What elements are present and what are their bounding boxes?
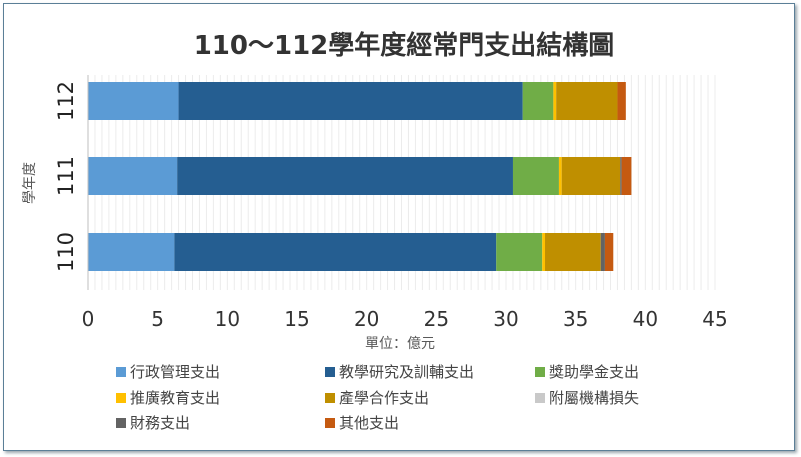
- bar-110-series-0: [88, 233, 175, 271]
- x-tick-label: 35: [563, 307, 588, 331]
- bar-111-series-3: [558, 157, 562, 195]
- bar-110-series-3: [542, 233, 546, 271]
- y-tick-label: 112: [54, 81, 78, 121]
- bar-112-series-0: [88, 82, 179, 120]
- bar-110-series-1: [174, 233, 497, 271]
- x-tick-label: 15: [284, 307, 309, 331]
- y-axis-title: 學年度: [22, 162, 38, 204]
- x-tick-label: 25: [424, 307, 449, 331]
- x-tick-labels: 0 5 10 15 20 25 30 35 40 45: [82, 307, 728, 331]
- bar-112-series-3: [553, 82, 557, 120]
- bar-111-series-6: [620, 157, 622, 195]
- bar-112-series-2: [522, 82, 554, 120]
- chart-frame: [3, 3, 795, 451]
- x-tick-label: 5: [151, 307, 164, 331]
- bar-111-series-4: [561, 157, 621, 195]
- y-tick-label: 110: [54, 232, 78, 272]
- bar-110-series-4: [545, 233, 601, 271]
- bars: [88, 82, 632, 271]
- bar-111-series-1: [177, 157, 513, 195]
- bar-111-series-2: [512, 157, 559, 195]
- x-tick-label: 40: [633, 307, 658, 331]
- y-tick-label: 111: [54, 156, 78, 196]
- chart-title: 110～112學年度經常門支出結構圖: [194, 30, 615, 61]
- x-tick-label: 20: [354, 307, 379, 331]
- x-axis-title: 單位：億元: [365, 336, 435, 352]
- x-tick-label: 10: [215, 307, 240, 331]
- x-tick-label: 30: [493, 307, 518, 331]
- bar-112-series-1: [178, 82, 523, 120]
- bar-112-series-4: [556, 82, 618, 120]
- bar-111-series-7: [621, 157, 632, 195]
- y-tick-labels: 112 111 110: [54, 81, 78, 272]
- bar-112-series-7: [617, 82, 626, 120]
- bar-110-series-7: [604, 233, 614, 271]
- x-tick-label: 0: [82, 307, 95, 331]
- bar-111-series-0: [88, 157, 178, 195]
- bar-110-series-6: [600, 233, 605, 271]
- x-tick-label: 45: [702, 307, 727, 331]
- bar-110-series-2: [496, 233, 543, 271]
